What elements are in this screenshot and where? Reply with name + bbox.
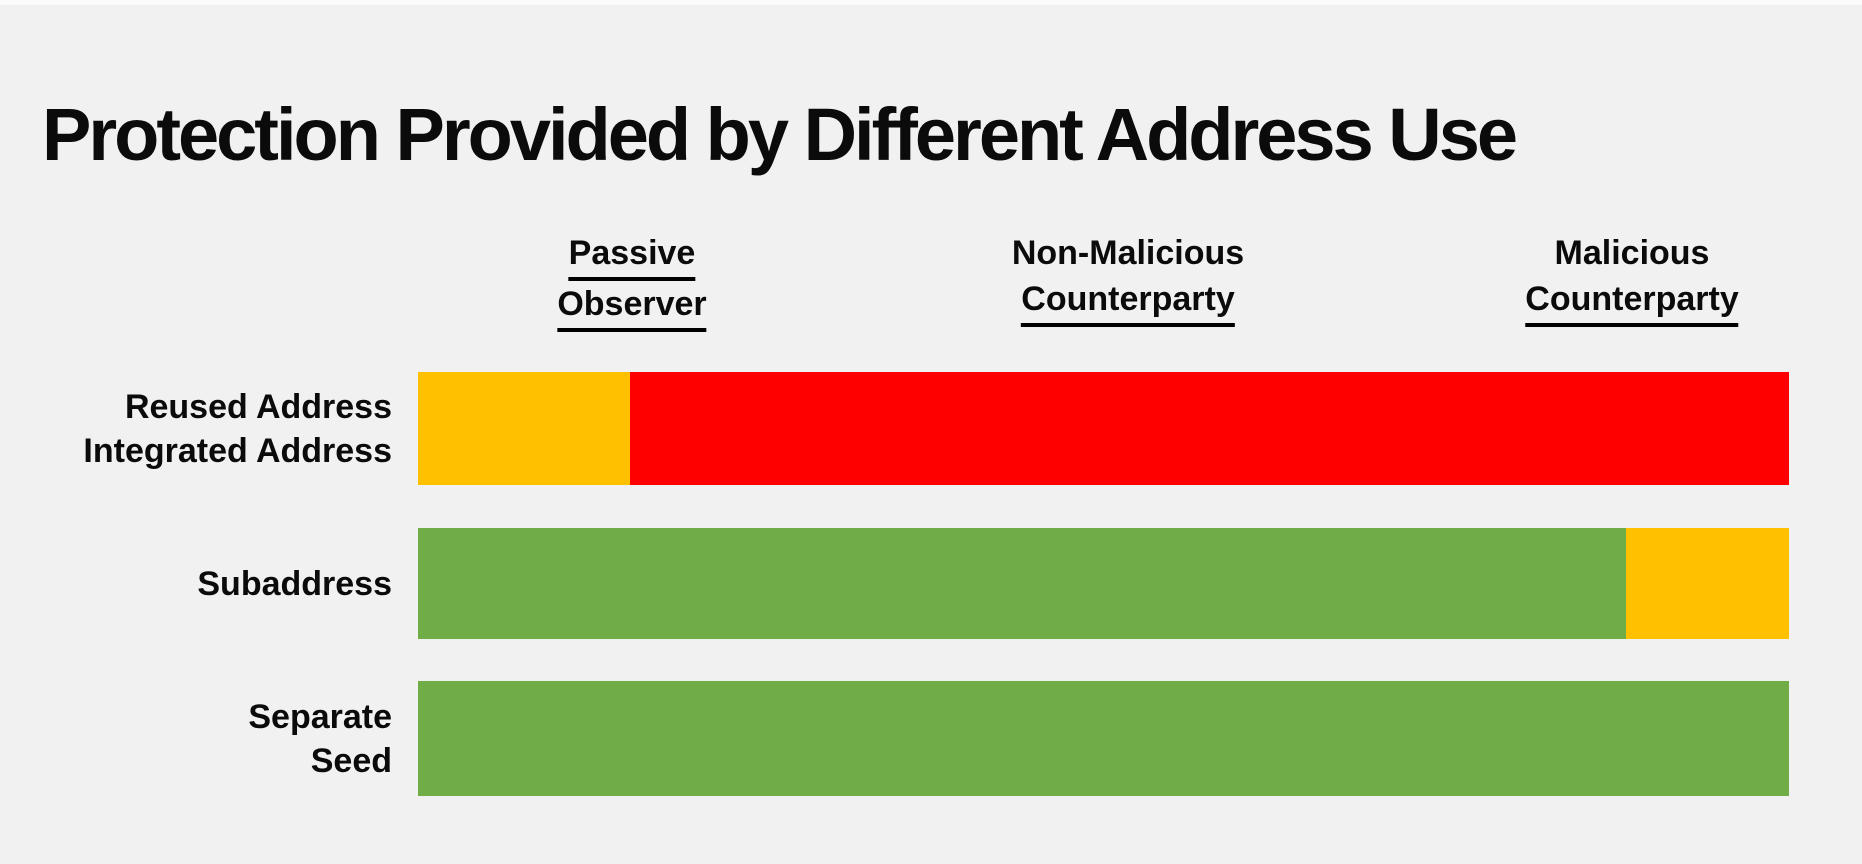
column-header-text: Counterparty bbox=[1525, 276, 1739, 327]
row-label-1: Subaddress bbox=[0, 528, 392, 639]
bar-row-1 bbox=[418, 528, 1789, 639]
column-header-text: Observer bbox=[557, 281, 707, 332]
column-header-line: Malicious bbox=[1525, 230, 1738, 276]
bar-segment-yellow bbox=[418, 372, 630, 485]
column-header-line: Non-Malicious bbox=[1012, 230, 1244, 276]
column-header-line: Observer bbox=[557, 281, 707, 332]
column-header-text: Passive bbox=[568, 230, 696, 281]
column-header-line: Counterparty bbox=[1525, 276, 1739, 327]
chart-title: Protection Provided by Different Address… bbox=[42, 92, 1518, 176]
bar-segment-yellow bbox=[1625, 528, 1789, 639]
row-label-line: Reused Address bbox=[124, 387, 392, 426]
column-header-line: Passive bbox=[557, 230, 706, 281]
column-header-text: Counterparty bbox=[1021, 276, 1235, 327]
bar-segment-red bbox=[629, 372, 1789, 485]
column-header-2: Malicious Counterparty bbox=[1525, 230, 1739, 327]
column-header-line: Counterparty bbox=[1012, 276, 1244, 327]
bar-row-2 bbox=[418, 681, 1789, 796]
row-label-0: Reused Address Integrated Address bbox=[0, 372, 392, 485]
row-label-line: Integrated Address bbox=[83, 431, 392, 470]
bar-segment-green bbox=[418, 681, 1789, 796]
column-header-text: Malicious bbox=[1554, 234, 1710, 272]
column-header-text: Non-Malicious bbox=[1011, 234, 1245, 272]
row-label-line: Separate bbox=[248, 697, 392, 736]
slide-top-edge bbox=[0, 0, 1862, 5]
row-label-2: Separate Seed bbox=[0, 681, 392, 796]
bar-segment-green bbox=[418, 528, 1626, 639]
column-header-0: Passive Observer bbox=[557, 230, 707, 332]
row-label-line: Seed bbox=[310, 741, 392, 780]
bar-row-0 bbox=[418, 372, 1789, 485]
row-label-line: Subaddress bbox=[197, 564, 392, 603]
column-header-1: Non-Malicious Counterparty bbox=[1012, 230, 1244, 327]
